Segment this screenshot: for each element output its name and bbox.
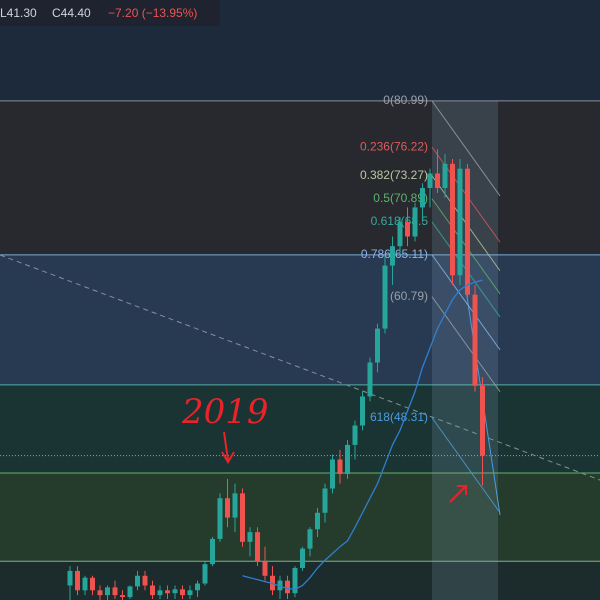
fib-level	[431, 417, 501, 513]
candle-body	[135, 575, 140, 587]
candle-body	[165, 590, 170, 594]
candle-body	[315, 512, 320, 530]
candle-body	[172, 589, 178, 594]
candle-body	[180, 589, 185, 596]
fib-level	[431, 296, 501, 392]
candle-body	[322, 488, 328, 513]
zone	[0, 254, 600, 385]
candle-body	[292, 568, 298, 594]
candle-body	[465, 168, 470, 295]
zone	[0, 100, 600, 255]
candle-body	[300, 548, 305, 569]
candle-body	[405, 221, 410, 237]
candle-body	[187, 590, 193, 596]
candle-body	[345, 444, 350, 474]
candle-body	[105, 587, 110, 596]
fib-label: 0(80.99)	[383, 93, 428, 107]
candle-body	[285, 580, 290, 594]
ohlc-low: L41.30	[0, 6, 37, 20]
candle-body	[202, 564, 208, 584]
fib-level	[431, 100, 501, 197]
fib-level	[431, 254, 501, 351]
fib-label: 0.236(76.22)	[360, 139, 428, 153]
fib-label: 0.382(73.27)	[360, 168, 428, 182]
candle-body	[480, 385, 485, 456]
candle-body	[472, 294, 478, 386]
candle-body	[360, 396, 365, 426]
candle-body	[247, 532, 253, 542]
trend-line	[0, 254, 600, 481]
moving-average	[242, 279, 483, 591]
fib-label: 618(48.31)	[370, 410, 428, 424]
candle-body	[255, 532, 260, 562]
candle-body	[352, 425, 358, 445]
candle-body	[67, 570, 73, 586]
candle-body	[307, 529, 313, 549]
candle-body	[75, 570, 80, 591]
candle-body	[450, 163, 455, 276]
candle-body	[225, 498, 230, 518]
candle-body	[277, 580, 283, 591]
candle-body	[90, 577, 95, 591]
candle-body	[82, 577, 88, 591]
candle-body	[150, 585, 155, 596]
candle-body	[435, 173, 440, 189]
candle-body	[127, 586, 133, 598]
candle-body	[120, 595, 125, 598]
candle-body	[337, 459, 343, 474]
candle-body	[142, 575, 148, 586]
candle-body	[217, 498, 223, 539]
fib-label: 0.5(70.89)	[373, 191, 428, 205]
candle-body	[382, 265, 388, 329]
fib-label: (60.79)	[390, 289, 428, 303]
annotation-arrow	[449, 485, 467, 503]
candle-body	[367, 362, 373, 397]
zone	[0, 473, 600, 562]
candle-body	[427, 173, 433, 189]
candle-body	[97, 590, 103, 596]
candle-body	[442, 163, 448, 189]
candle-body	[330, 459, 335, 489]
candle-body	[420, 188, 425, 208]
candle-body	[457, 168, 463, 276]
annotation-arrow	[221, 431, 235, 464]
candle-body	[412, 207, 418, 237]
zone	[0, 384, 600, 474]
annotation: 2019	[181, 392, 269, 432]
candle-body	[157, 590, 163, 596]
candle-body	[375, 328, 380, 363]
candle-body	[210, 538, 215, 565]
header-bar	[0, 0, 220, 26]
candle-body	[397, 221, 403, 247]
candle-body	[262, 561, 268, 576]
ohlc-change: −7.20 (−13.95%)	[108, 6, 197, 20]
candle-body	[195, 583, 200, 591]
candle-body	[112, 587, 118, 596]
candle-body	[240, 493, 245, 542]
ohlc-close: C44.40	[52, 6, 91, 20]
candle-body	[232, 493, 238, 518]
candle-body	[390, 246, 395, 266]
